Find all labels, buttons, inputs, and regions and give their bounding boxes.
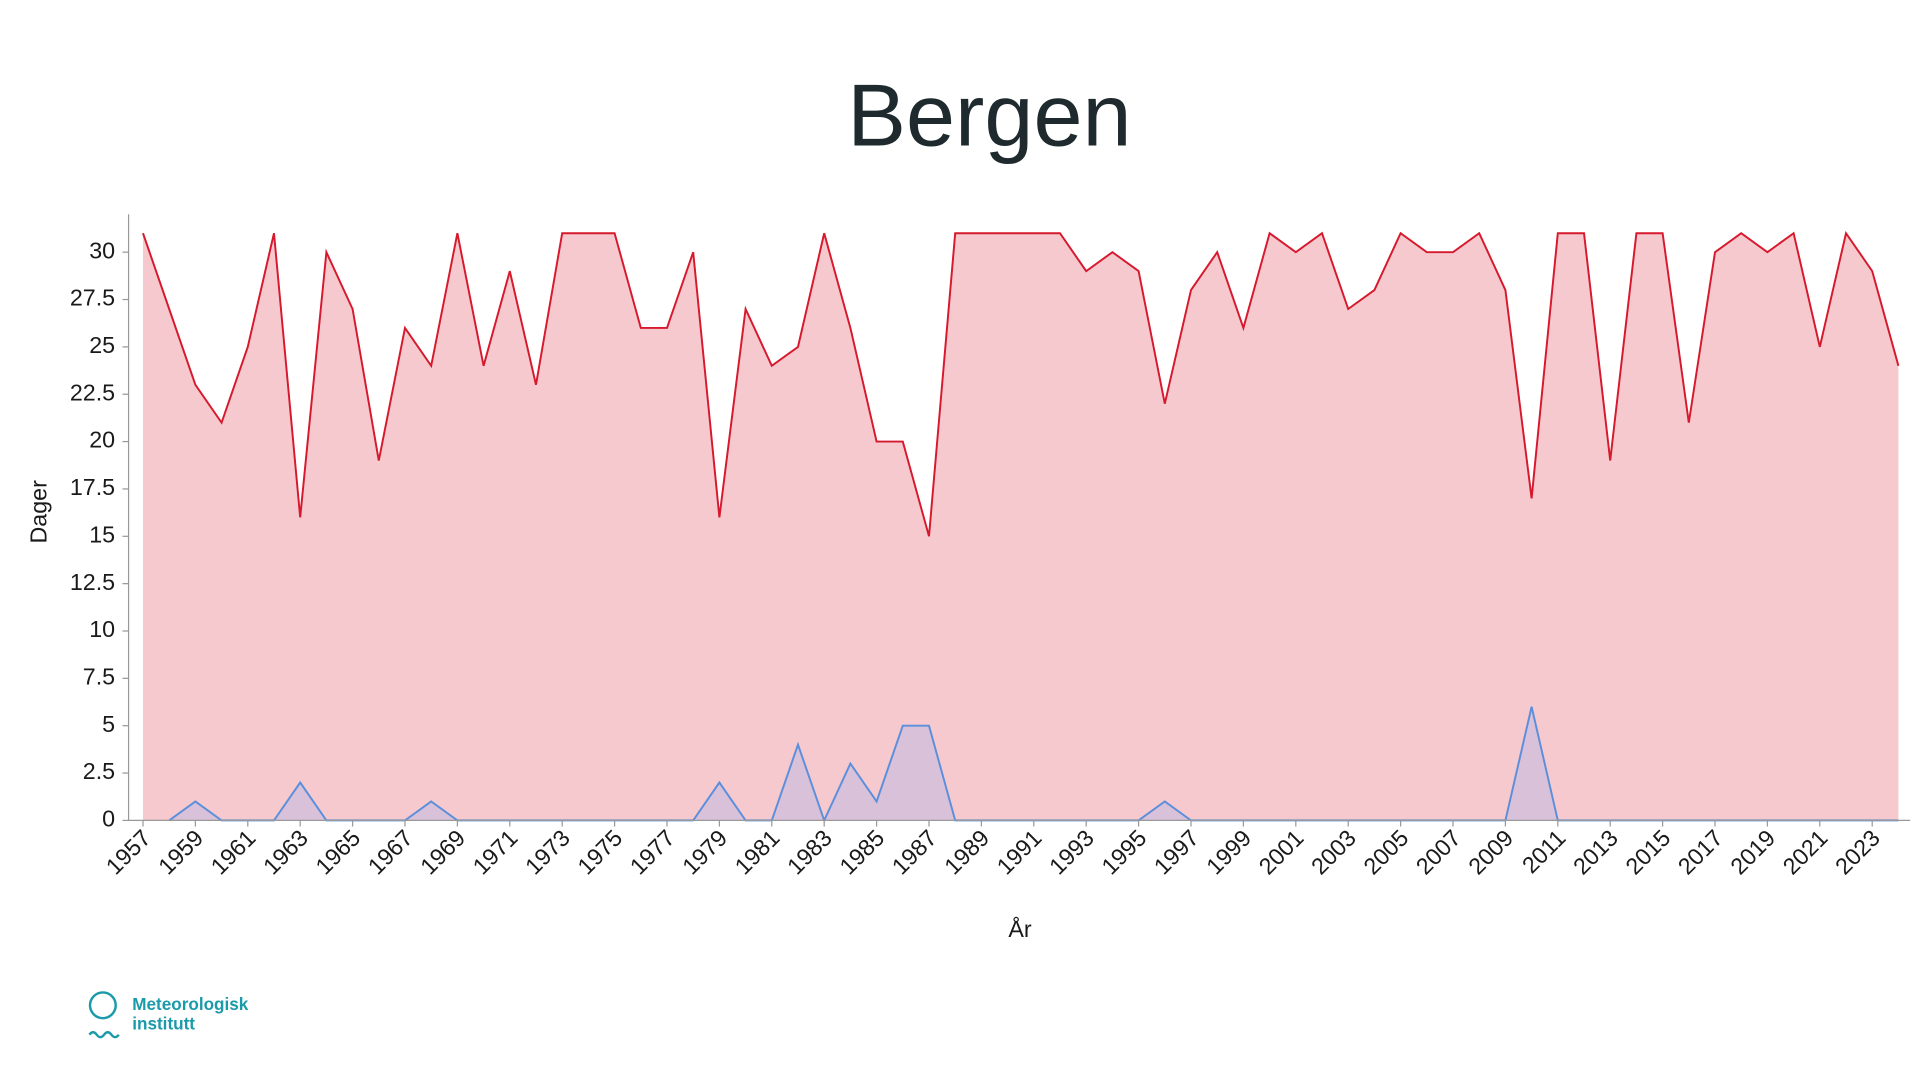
y-tick-label: 2.5 bbox=[83, 758, 115, 784]
x-axis-label: År bbox=[1008, 915, 1032, 942]
x-tick-label: 1995 bbox=[1096, 825, 1151, 880]
x-tick-label: 2003 bbox=[1306, 825, 1361, 880]
x-tick-label: 1985 bbox=[834, 825, 889, 880]
y-tick-label: 10 bbox=[89, 616, 115, 642]
x-tick-label: 2019 bbox=[1725, 825, 1780, 880]
series-line bbox=[142, 230, 1900, 537]
y-tick-label: 25 bbox=[89, 332, 115, 358]
y-tick-label: 27.5 bbox=[70, 285, 115, 311]
logo-text: institutt bbox=[132, 1013, 195, 1033]
y-tick-label: 20 bbox=[89, 427, 115, 453]
x-tick-label: 1969 bbox=[415, 825, 470, 880]
y-axis-label: Dager bbox=[26, 480, 52, 544]
y-tick-label: 15 bbox=[89, 521, 115, 547]
x-tick-label: 2021 bbox=[1778, 825, 1833, 880]
logo-circle bbox=[88, 991, 117, 1020]
y-tick-label: 30 bbox=[89, 237, 115, 263]
x-tick-label: 1979 bbox=[677, 825, 732, 880]
y-tick-label: 0 bbox=[102, 806, 115, 832]
y-tick-label: 12.5 bbox=[70, 569, 115, 595]
area-fill bbox=[142, 233, 1899, 821]
x-tick-label: 1993 bbox=[1044, 825, 1099, 880]
x-tick-label: 1957 bbox=[101, 825, 156, 880]
x-tick-label: 2015 bbox=[1620, 825, 1675, 880]
x-tick-label: 2005 bbox=[1358, 825, 1413, 880]
x-tick-label: 1961 bbox=[206, 825, 261, 880]
x-tick-label: 1999 bbox=[1201, 825, 1256, 880]
logo-text: Meteorologisk bbox=[132, 994, 249, 1014]
y-tick-label: 22.5 bbox=[70, 379, 115, 405]
x-tick-label: 2023 bbox=[1830, 825, 1885, 880]
x-tick-label: 2009 bbox=[1463, 825, 1518, 880]
logo: Meteorologisk institutt bbox=[88, 991, 249, 1039]
y-tick-label: 7.5 bbox=[83, 663, 115, 689]
logo-wave bbox=[88, 1031, 120, 1039]
x-tick-label: 2011 bbox=[1517, 825, 1571, 879]
x-tick-label: 1989 bbox=[939, 825, 994, 880]
x-tick-label: 1991 bbox=[992, 825, 1047, 880]
y-tick-label: 5 bbox=[102, 711, 115, 737]
x-tick-label: 1975 bbox=[572, 825, 627, 880]
x-tick-label: 1973 bbox=[520, 825, 575, 880]
x-tick-label: 1967 bbox=[363, 825, 418, 880]
x-tick-label: 2017 bbox=[1673, 825, 1728, 880]
y-tick-label: 17.5 bbox=[70, 474, 115, 500]
x-tick-label: 2001 bbox=[1254, 825, 1309, 880]
x-tick-label: 1971 bbox=[468, 825, 523, 880]
x-tick-label: 2007 bbox=[1411, 825, 1466, 880]
x-tick-label: 1981 bbox=[730, 825, 785, 880]
x-tick-label: 1977 bbox=[625, 825, 680, 880]
x-tick-label: 1987 bbox=[887, 825, 942, 880]
x-tick-label: 1965 bbox=[310, 825, 365, 880]
x-tick-label: 1983 bbox=[782, 825, 837, 880]
x-tick-label: 2013 bbox=[1568, 825, 1623, 880]
x-tick-label: 1959 bbox=[153, 825, 208, 880]
x-tick-label: 1997 bbox=[1149, 825, 1204, 880]
chart-title: Bergen bbox=[847, 66, 1131, 165]
x-tick-label: 1963 bbox=[258, 825, 313, 880]
